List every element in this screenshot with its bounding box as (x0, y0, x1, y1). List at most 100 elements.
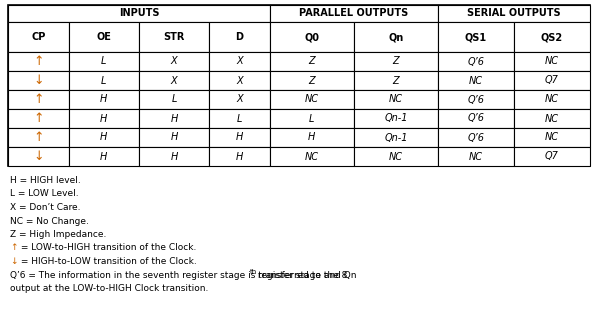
Text: Qn: Qn (388, 32, 404, 42)
Bar (270, 52, 354, 71)
Text: NC: NC (469, 76, 483, 85)
Bar (354, 22, 438, 52)
Text: X: X (236, 57, 243, 66)
Bar (270, 71, 354, 90)
Bar (514, 22, 590, 52)
Text: NC: NC (545, 113, 559, 124)
Bar (69, 22, 139, 52)
Text: OE: OE (96, 32, 111, 42)
Bar (209, 22, 270, 52)
Bar (8, 22, 69, 52)
Text: H: H (308, 132, 316, 143)
Bar (209, 147, 270, 166)
Text: X: X (236, 95, 243, 105)
Bar (438, 71, 514, 90)
Bar (438, 109, 514, 128)
Text: ↑: ↑ (33, 93, 44, 106)
Text: X: X (170, 57, 177, 66)
Bar (270, 90, 354, 109)
Text: Z: Z (309, 57, 315, 66)
Text: NC: NC (389, 95, 403, 105)
Text: QS2: QS2 (541, 32, 563, 42)
Text: Q0: Q0 (304, 32, 319, 42)
Text: X = Don’t Care.: X = Don’t Care. (10, 203, 81, 212)
Text: L = LOW Level.: L = LOW Level. (10, 190, 78, 198)
Bar (139, 22, 209, 52)
Bar (8, 52, 69, 71)
Bar (270, 22, 354, 52)
Text: SERIAL OUTPUTS: SERIAL OUTPUTS (467, 9, 561, 19)
Bar (354, 147, 438, 166)
Text: INPUTS: INPUTS (118, 9, 159, 19)
Bar (438, 128, 514, 147)
Bar (438, 5, 590, 22)
Bar (270, 147, 354, 166)
Text: register stage and Qn: register stage and Qn (255, 270, 356, 280)
Text: = HIGH-to-LOW transition of the Clock.: = HIGH-to-LOW transition of the Clock. (18, 257, 197, 266)
Bar (354, 90, 438, 109)
Text: Q’6: Q’6 (468, 132, 484, 143)
Text: ↑: ↑ (10, 244, 17, 252)
Text: = LOW-to-HIGH transition of the Clock.: = LOW-to-HIGH transition of the Clock. (18, 244, 196, 252)
Bar (69, 90, 139, 109)
Bar (354, 52, 438, 71)
Bar (270, 128, 354, 147)
Text: L: L (237, 113, 242, 124)
Text: ↓: ↓ (33, 150, 44, 163)
Bar (209, 90, 270, 109)
Text: H: H (100, 132, 108, 143)
Text: ↑: ↑ (33, 131, 44, 144)
Text: H: H (100, 113, 108, 124)
Text: H: H (170, 132, 178, 143)
Text: H = HIGH level.: H = HIGH level. (10, 176, 81, 185)
Text: Qn-1: Qn-1 (385, 132, 408, 143)
Text: Q’6: Q’6 (468, 113, 484, 124)
Text: ↓: ↓ (10, 257, 17, 266)
Bar (8, 90, 69, 109)
Text: L: L (101, 76, 106, 85)
Text: th: th (249, 269, 257, 275)
Bar (270, 109, 354, 128)
Text: H: H (236, 151, 243, 162)
Text: ↑: ↑ (33, 112, 44, 125)
Bar (8, 5, 590, 166)
Text: NC: NC (545, 57, 559, 66)
Text: Q’6: Q’6 (468, 95, 484, 105)
Text: output at the LOW-to-HIGH Clock transition.: output at the LOW-to-HIGH Clock transiti… (10, 284, 208, 293)
Text: L: L (309, 113, 315, 124)
Bar (8, 147, 69, 166)
Bar (514, 71, 590, 90)
Bar (354, 109, 438, 128)
Text: ↓: ↓ (33, 74, 44, 87)
Text: NC: NC (305, 151, 319, 162)
Text: Z: Z (393, 76, 399, 85)
Bar (139, 71, 209, 90)
Text: NC = No Change.: NC = No Change. (10, 216, 89, 226)
Bar (139, 109, 209, 128)
Bar (438, 147, 514, 166)
Bar (514, 128, 590, 147)
Bar (139, 52, 209, 71)
Bar (209, 71, 270, 90)
Bar (8, 71, 69, 90)
Text: H: H (170, 151, 178, 162)
Text: CP: CP (31, 32, 45, 42)
Text: PARALLEL OUTPUTS: PARALLEL OUTPUTS (300, 9, 408, 19)
Bar (209, 109, 270, 128)
Bar (514, 147, 590, 166)
Bar (139, 128, 209, 147)
Text: QS1: QS1 (465, 32, 487, 42)
Text: Qn-1: Qn-1 (385, 113, 408, 124)
Text: D: D (236, 32, 243, 42)
Bar (354, 71, 438, 90)
Bar (69, 71, 139, 90)
Bar (438, 90, 514, 109)
Text: NC: NC (545, 95, 559, 105)
Bar (69, 52, 139, 71)
Bar (69, 109, 139, 128)
Bar (514, 52, 590, 71)
Text: H: H (100, 151, 108, 162)
Text: NC: NC (545, 132, 559, 143)
Text: STR: STR (163, 32, 185, 42)
Bar (354, 128, 438, 147)
